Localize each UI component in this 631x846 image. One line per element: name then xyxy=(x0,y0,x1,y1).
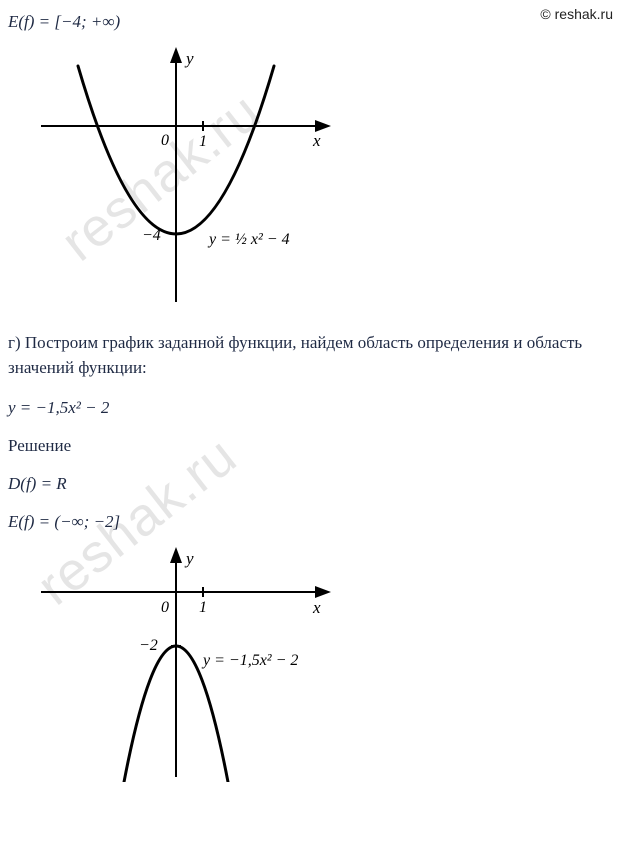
graph1-tick1: 1 xyxy=(199,133,207,150)
graph2-origin: 0 xyxy=(161,599,169,616)
graph-2: y x 0 1 −2 y = −1,5x² − 2 xyxy=(36,542,623,787)
graph1-origin: 0 xyxy=(161,132,169,149)
graph2-y-label: y xyxy=(184,549,194,568)
graph2-min: −2 xyxy=(139,637,158,654)
copyright-text: © reshak.ru xyxy=(540,6,613,22)
solution-label: Решение xyxy=(8,436,623,456)
graph1-y-label: y xyxy=(184,49,194,68)
graph1-eq: y = ½ x² − 4 xyxy=(207,231,290,248)
part-g-body: Построим график заданной функции, найдем… xyxy=(8,333,582,377)
graph2-x-label: x xyxy=(312,598,321,617)
graph-1: y x 0 1 −4 y = ½ x² − 4 xyxy=(36,42,623,317)
graph2-tick1: 1 xyxy=(199,599,207,616)
range-line-1: E(f) = [−4; +∞) xyxy=(8,12,623,32)
domain-line: D(f) = R xyxy=(8,474,623,494)
part-g-prefix: г) xyxy=(8,333,25,352)
part-g-text: г) Построим график заданной функции, най… xyxy=(8,331,623,380)
graph2-eq: y = −1,5x² − 2 xyxy=(201,652,298,669)
range-line-2: E(f) = (−∞; −2] xyxy=(8,512,623,532)
equation-g: y = −1,5x² − 2 xyxy=(8,398,623,418)
graph1-x-label: x xyxy=(312,131,321,150)
